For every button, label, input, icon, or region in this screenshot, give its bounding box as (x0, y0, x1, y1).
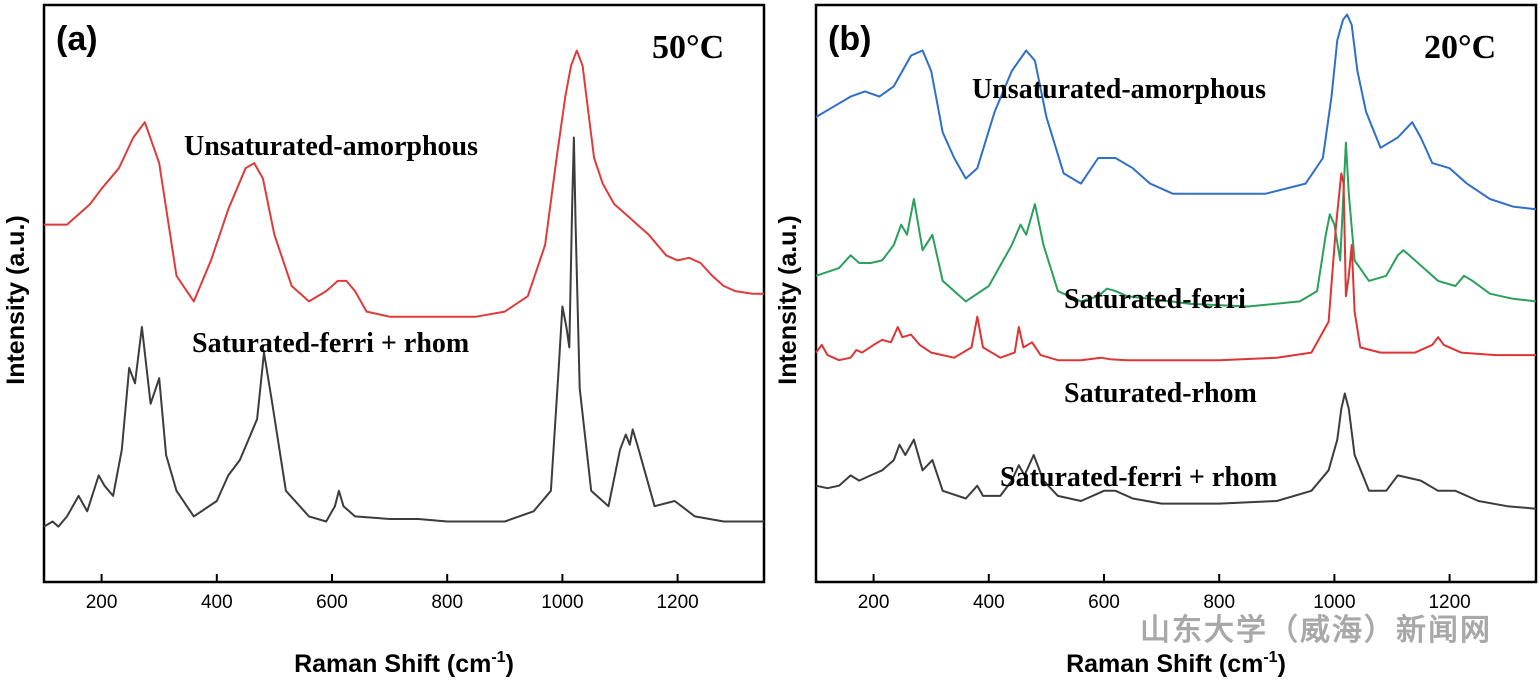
panel-b-x-axis-label: Raman Shift (cm-1) (1066, 649, 1286, 678)
panel-b-temperature: 20°C (1424, 29, 1496, 66)
panel-a-x-axis-label-main: Raman Shift (cm (294, 650, 491, 678)
panel-b-label-saturated-rhom: Saturated-rhom (1064, 378, 1257, 409)
panel-b-x-axis-label-end: ) (1278, 650, 1286, 678)
panel-b-x-tick-label: 400 (973, 592, 1005, 613)
panel-a-series-line-1 (44, 49, 764, 318)
panel-b-frame (814, 3, 1538, 584)
panel-b-label-saturated-ferri: Saturated-ferri (1064, 284, 1246, 315)
panel-b-tag: (b) (828, 20, 871, 58)
panel-b-series-line-3 (815, 172, 1536, 362)
panel-b-series-line-2 (815, 141, 1537, 308)
panel-a-x-tick-label: 400 (201, 592, 233, 613)
panel-a-x-ticks: 200 400 600 800 1000 1200 (86, 574, 699, 613)
panel-a-x-axis-label: Raman Shift (cm-1) (294, 649, 514, 678)
panel-b-series-group (815, 13, 1537, 510)
panel-b-x-axis-label-sup: -1 (1263, 649, 1277, 666)
panel-b-label-unsaturated: Unsaturated-amorphous (972, 74, 1266, 105)
panel-a-x-tick-label: 200 (86, 592, 118, 613)
panel-a-label-unsaturated: Unsaturated-amorphous (184, 131, 478, 162)
panel-b-x-tick-label: 600 (1088, 592, 1120, 613)
panel-a-x-tick-label: 600 (316, 592, 348, 613)
panel-b-x-tick-label: 1000 (1313, 592, 1355, 613)
panel-a-x-tick-label: 1000 (541, 592, 583, 613)
panel-a-tag: (a) (56, 20, 98, 58)
panel-b-x-axis-label-main: Raman Shift (cm (1066, 650, 1263, 678)
panel-a-label-saturated-ferri-rhom: Saturated-ferri + rhom (192, 328, 469, 359)
panel-a-frame (42, 3, 766, 584)
panel-b-x-tick-label: 200 (858, 592, 890, 613)
panel-a-x-axis-label-end: ) (506, 650, 514, 678)
panel-a: 200 400 600 800 1000 1200 (a) 50°C Unsaturate… (2, 3, 766, 678)
panel-b: 200 400 600 800 1000 1200 (b) 20°C Unsaturate… (774, 3, 1538, 678)
panel-b-y-axis-label: Intensity (a.u.) (774, 215, 802, 384)
panel-b-x-ticks: 200 400 600 800 1000 1200 (858, 574, 1471, 613)
panel-b-series-line-4 (815, 392, 1537, 510)
panel-b-x-tick-label: 1200 (1428, 592, 1470, 613)
panel-a-x-axis-label-sup: -1 (491, 649, 505, 666)
panel-a-x-tick-label: 1200 (656, 592, 698, 613)
panel-b-label-saturated-ferri-rhom: Saturated-ferri + rhom (1000, 462, 1277, 493)
panel-b-x-tick-label: 800 (1203, 592, 1235, 613)
panel-b-series-line-1 (815, 13, 1537, 211)
panel-a-series-group (43, 49, 764, 528)
panel-a-y-axis-label: Intensity (a.u.) (2, 215, 30, 384)
watermark-text: 山东大学（威海）新闻网 (1140, 613, 1492, 648)
panel-a-series-line-2 (43, 136, 764, 528)
panel-a-temperature: 50°C (652, 29, 724, 66)
panel-a-x-tick-label: 800 (431, 592, 463, 613)
